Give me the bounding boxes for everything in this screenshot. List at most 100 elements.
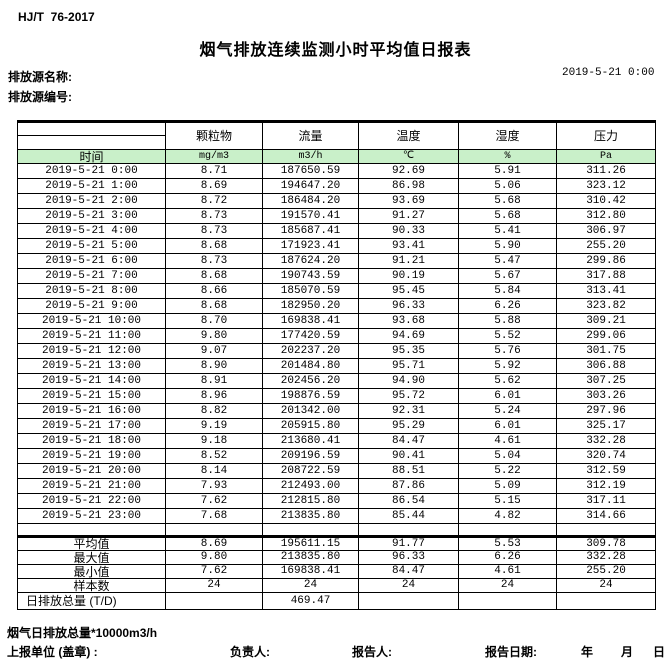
summary-value: 24: [458, 578, 557, 593]
row-value: 4.82: [458, 508, 557, 524]
row-value: 94.69: [358, 328, 459, 344]
row-value: 95.29: [358, 418, 459, 434]
table-row: 2019-5-21 2:00 8.72 186484.20 93.69 5.68 310.…: [17, 193, 656, 209]
row-value: 8.70: [165, 313, 263, 329]
column-header-flow: 流量: [262, 121, 359, 150]
unit-humidity: %: [458, 149, 557, 164]
hourly-average-table: 颗粒物 流量 温度 湿度 压力 时间 mg/m3 m3/h ℃ % Pa 201…: [17, 120, 656, 610]
row-value: 85.44: [358, 508, 459, 524]
empty-row: [17, 523, 656, 537]
row-value: 8.90: [165, 358, 263, 374]
table-row: 2019-5-21 16:00 8.82 201342.00 92.31 5.24 297…: [17, 403, 656, 419]
row-value: 86.54: [358, 493, 459, 509]
row-value: 205915.80: [262, 418, 359, 434]
summary-value: 213835.80: [262, 550, 359, 565]
row-time: 2019-5-21 0:00: [17, 163, 166, 179]
source-code-label: 排放源编号:: [8, 90, 72, 104]
row-value: 5.09: [458, 478, 557, 494]
row-value: 208722.59: [262, 463, 359, 479]
row-value: 5.15: [458, 493, 557, 509]
summary-value: 91.77: [358, 535, 459, 551]
summary-value: 4.61: [458, 564, 557, 579]
unit-temp: ℃: [358, 149, 459, 164]
emission-total-note: 烟气日排放总量*10000m3/h: [7, 626, 158, 640]
row-value: 95.45: [358, 283, 459, 299]
table-row: 2019-5-21 8:00 8.66 185070.59 95.45 5.84 313.…: [17, 283, 656, 299]
row-value: 212815.80: [262, 493, 359, 509]
empty-cell: [458, 523, 557, 537]
row-value: 92.31: [358, 403, 459, 419]
summary-value: 24: [165, 578, 263, 593]
summary-value: 96.33: [358, 550, 459, 565]
row-value: 306.88: [556, 358, 656, 374]
row-value: 8.52: [165, 448, 263, 464]
row-value: 299.86: [556, 253, 656, 269]
row-value: 5.04: [458, 448, 557, 464]
page-title: 烟气排放连续监测小时平均值日报表: [199, 42, 472, 59]
gap-section: [17, 523, 656, 537]
row-value: 317.11: [556, 493, 656, 509]
row-value: 213680.41: [262, 433, 359, 449]
row-time: 2019-5-21 14:00: [17, 373, 166, 389]
row-value: 8.68: [165, 298, 263, 314]
row-value: 202237.20: [262, 343, 359, 359]
summary-value: 24: [358, 578, 459, 593]
row-value: 8.14: [165, 463, 263, 479]
row-value: 306.97: [556, 223, 656, 239]
row-value: 323.12: [556, 178, 656, 194]
row-value: 312.59: [556, 463, 656, 479]
row-time: 2019-5-21 5:00: [17, 238, 166, 254]
row-value: 5.92: [458, 358, 557, 374]
table-row: 2019-5-21 14:00 8.91 202456.20 94.90 5.62 307…: [17, 373, 656, 389]
row-time: 2019-5-21 22:00: [17, 493, 166, 509]
row-value: 5.68: [458, 193, 557, 209]
row-value: 8.91: [165, 373, 263, 389]
row-value: 191570.41: [262, 208, 359, 224]
row-value: 299.06: [556, 328, 656, 344]
column-header-pressure: 压力: [556, 121, 656, 150]
table-row: 2019-5-21 1:00 8.69 194647.20 86.98 5.06 323.…: [17, 178, 656, 194]
summary-value: 169838.41: [262, 564, 359, 579]
summary-label: 最大值: [17, 550, 166, 565]
row-value: 8.96: [165, 388, 263, 404]
row-value: 90.33: [358, 223, 459, 239]
row-value: 185687.41: [262, 223, 359, 239]
table-row: 2019-5-21 11:00 9.80 177420.59 94.69 5.52 299…: [17, 328, 656, 344]
table-row: 2019-5-21 0:00 8.71 187650.59 92.69 5.91 311.…: [17, 163, 656, 179]
row-value: 5.68: [458, 208, 557, 224]
row-value: 8.71: [165, 163, 263, 179]
row-value: 87.86: [358, 478, 459, 494]
row-value: 169838.41: [262, 313, 359, 329]
summary-value: 8.69: [165, 535, 263, 551]
row-value: 309.21: [556, 313, 656, 329]
row-value: 201342.00: [262, 403, 359, 419]
empty-cell: [17, 523, 166, 537]
row-value: 5.90: [458, 238, 557, 254]
row-value: 7.62: [165, 493, 263, 509]
unit-row: 时间 mg/m3 m3/h ℃ % Pa: [17, 149, 656, 164]
row-value: 186484.20: [262, 193, 359, 209]
table-row: 2019-5-21 15:00 8.96 198876.59 95.72 6.01 303…: [17, 388, 656, 404]
summary-value: 255.20: [556, 564, 656, 579]
summary-row: 样本数 24 24 24 24 24: [17, 578, 656, 593]
year-label: 年: [581, 645, 594, 659]
summary-row: 最大值 9.80 213835.80 96.33 6.26 332.28: [17, 550, 656, 565]
row-value: 202456.20: [262, 373, 359, 389]
data-rows: 2019-5-21 0:00 8.71 187650.59 92.69 5.91 311.…: [17, 163, 656, 524]
row-value: 182950.20: [262, 298, 359, 314]
row-value: 5.91: [458, 163, 557, 179]
row-time: 2019-5-21 7:00: [17, 268, 166, 284]
table-row: 2019-5-21 6:00 8.73 187624.20 91.21 5.47 299.…: [17, 253, 656, 269]
empty-cell: [556, 523, 656, 537]
row-time: 2019-5-21 8:00: [17, 283, 166, 299]
row-value: 93.69: [358, 193, 459, 209]
summary-value: 332.28: [556, 550, 656, 565]
row-value: 8.68: [165, 238, 263, 254]
row-value: 84.47: [358, 433, 459, 449]
summary-value: 24: [556, 578, 656, 593]
table-row: 2019-5-21 20:00 8.14 208722.59 88.51 5.22 312…: [17, 463, 656, 479]
row-time: 2019-5-21 9:00: [17, 298, 166, 314]
summary-value: 195611.15: [262, 535, 359, 551]
row-time: 2019-5-21 16:00: [17, 403, 166, 419]
empty-cell: [165, 523, 263, 537]
